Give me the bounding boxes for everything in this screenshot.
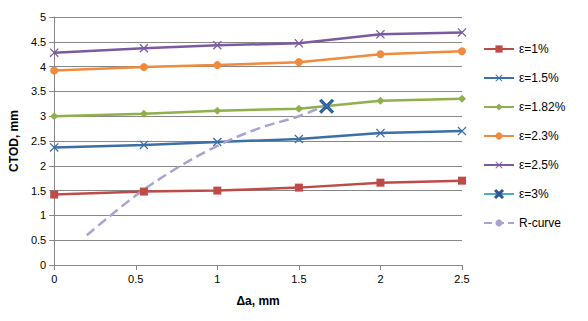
- svg-text:ε=1.5%: ε=1.5%: [519, 71, 559, 85]
- svg-text:1.5: 1.5: [291, 273, 306, 285]
- svg-text:ε=1.82%: ε=1.82%: [519, 100, 566, 114]
- svg-text:4.5: 4.5: [31, 36, 46, 48]
- svg-text:2: 2: [40, 160, 46, 172]
- svg-text:1: 1: [214, 273, 220, 285]
- svg-text:CTOD, mm: CTOD, mm: [7, 110, 21, 172]
- svg-text:ε=2.5%: ε=2.5%: [519, 158, 559, 172]
- svg-text:3: 3: [40, 110, 46, 122]
- svg-text:0.5: 0.5: [128, 273, 143, 285]
- svg-text:2: 2: [377, 273, 383, 285]
- svg-text:5: 5: [40, 11, 46, 23]
- svg-text:ε=2.3%: ε=2.3%: [519, 129, 559, 143]
- svg-text:4: 4: [40, 61, 46, 73]
- svg-text:0: 0: [51, 273, 57, 285]
- svg-text:Δa, mm: Δa, mm: [236, 294, 279, 308]
- svg-text:2.5: 2.5: [454, 273, 469, 285]
- svg-text:R-curve: R-curve: [519, 216, 561, 230]
- svg-text:1: 1: [40, 209, 46, 221]
- svg-text:1.5: 1.5: [31, 185, 46, 197]
- svg-text:0: 0: [40, 259, 46, 271]
- svg-text:3.5: 3.5: [31, 85, 46, 97]
- svg-text:2.5: 2.5: [31, 135, 46, 147]
- svg-text:0.5: 0.5: [31, 234, 46, 246]
- svg-text:ε=3%: ε=3%: [519, 187, 549, 201]
- svg-text:ε=1%: ε=1%: [519, 42, 549, 56]
